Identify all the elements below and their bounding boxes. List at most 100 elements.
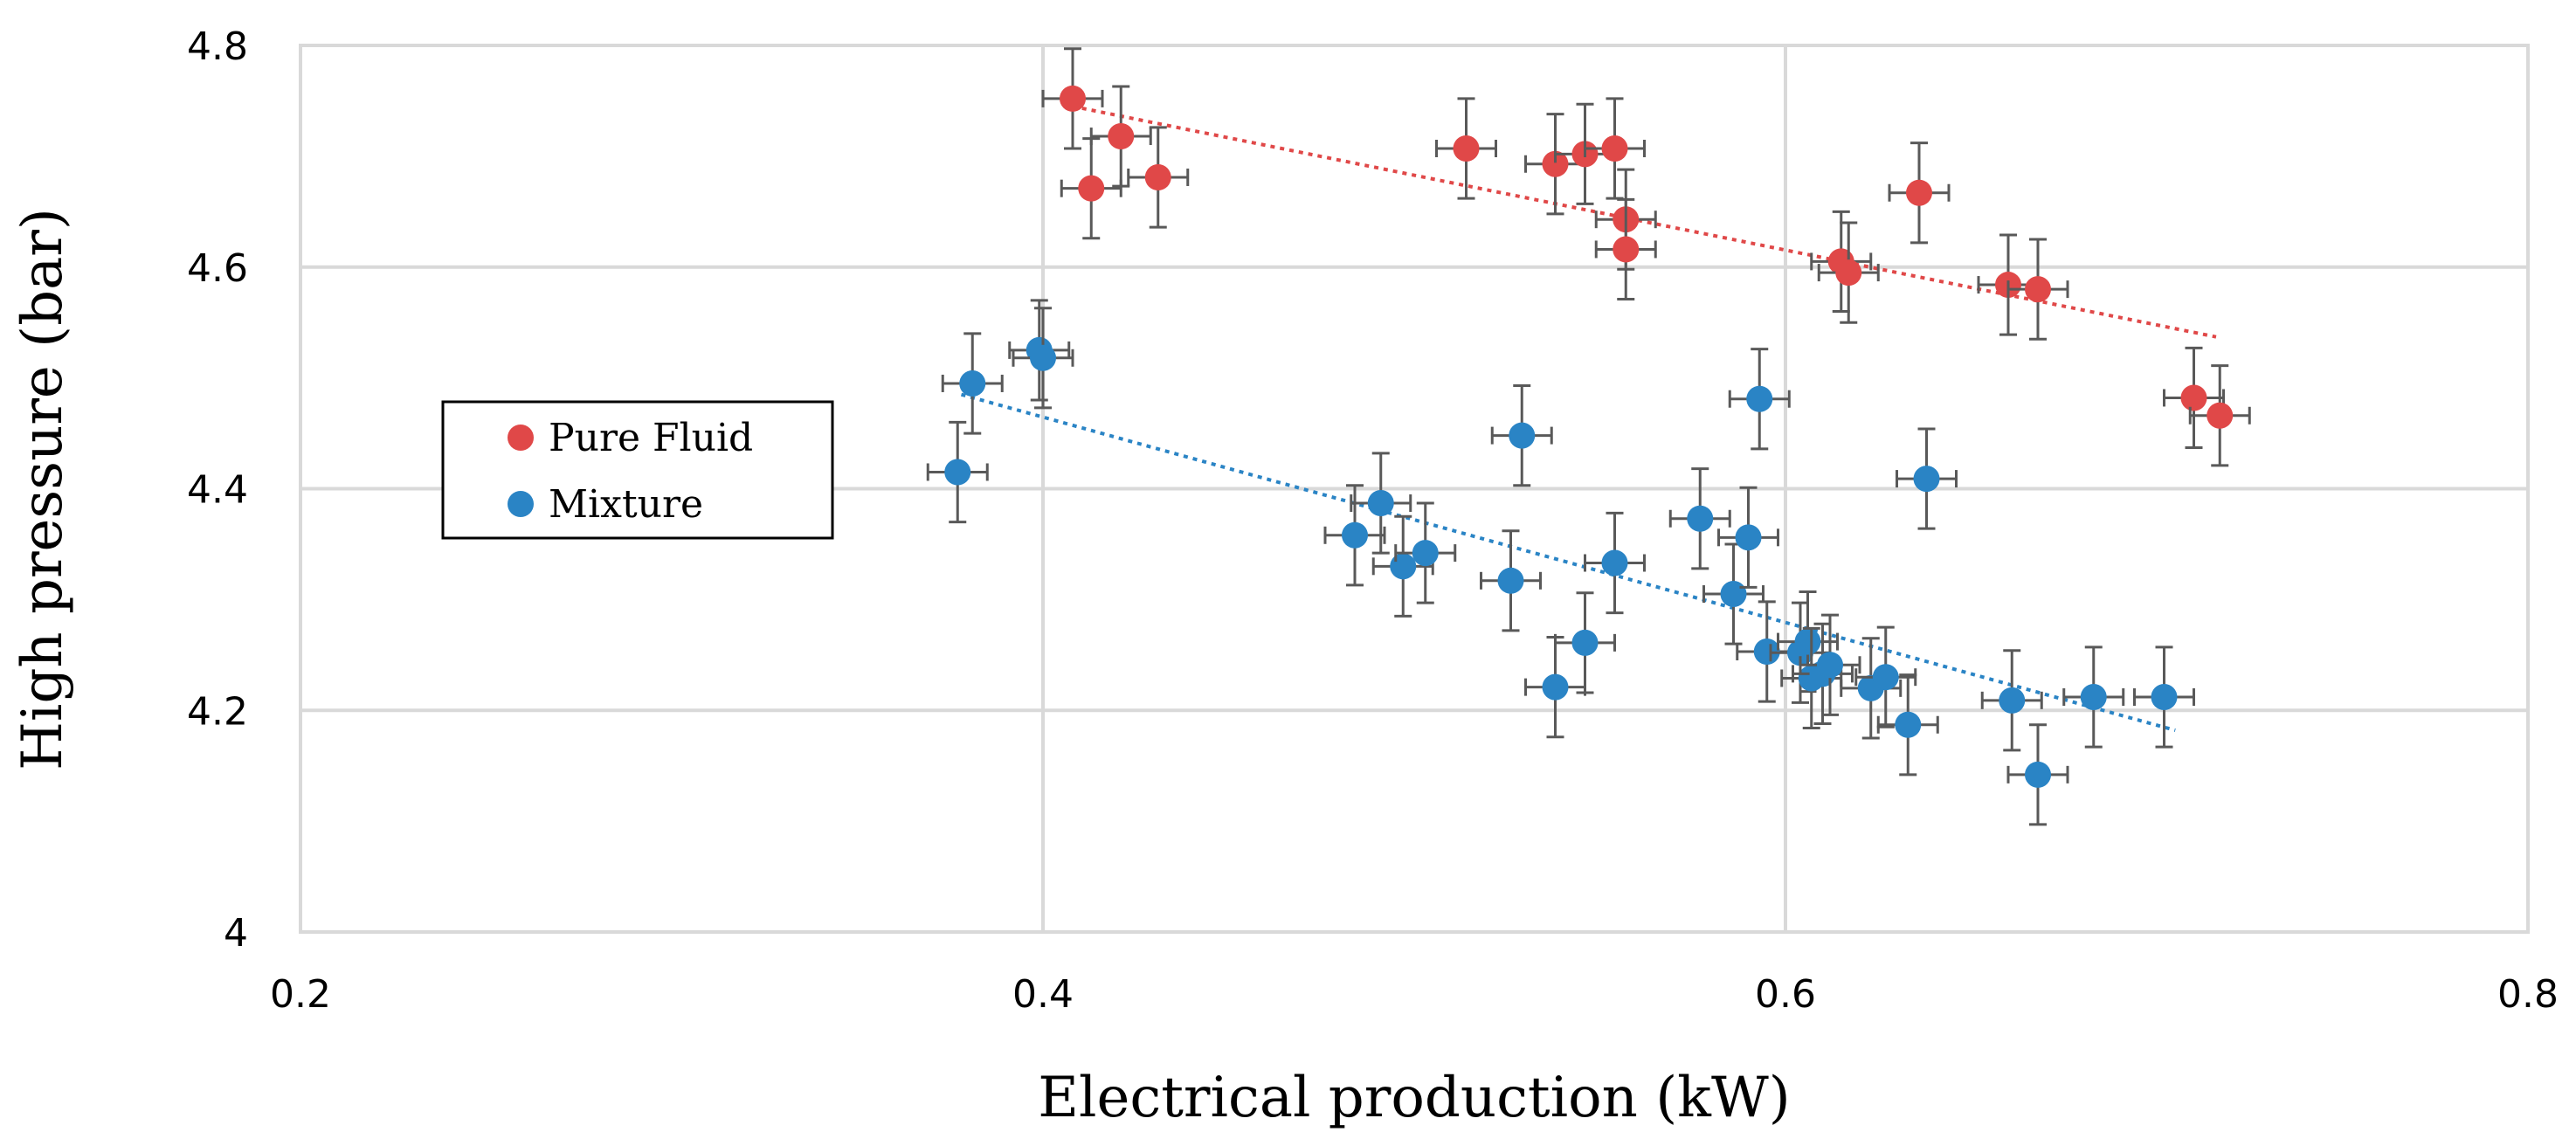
data-marker	[2025, 761, 2051, 788]
legend-box	[441, 400, 834, 540]
x-tick-label: 0.4	[1012, 972, 1074, 1017]
x-axis-title: Electrical production (kW)	[1038, 1066, 1790, 1130]
data-point	[2133, 645, 2195, 749]
data-marker	[2207, 402, 2234, 429]
data-marker	[1030, 344, 1056, 371]
data-marker	[1687, 505, 1714, 532]
data-marker	[1906, 179, 1932, 206]
x-tick-label: 0.6	[1755, 972, 1816, 1017]
data-point	[1394, 501, 1457, 604]
data-marker	[1412, 540, 1439, 567]
data-point	[1041, 47, 1104, 150]
data-marker	[944, 459, 971, 486]
data-marker	[1835, 259, 1862, 286]
data-marker	[1542, 150, 1569, 177]
data-marker	[1753, 639, 1780, 666]
data-point	[2188, 364, 2251, 467]
legend-marker-pure-fluid	[508, 425, 534, 451]
data-point	[1435, 97, 1497, 200]
data-marker	[1078, 175, 1105, 202]
data-point	[1668, 467, 1731, 570]
data-point	[1371, 514, 1434, 618]
data-point	[1350, 452, 1412, 555]
data-point	[2006, 723, 2069, 826]
data-marker	[1720, 581, 1747, 608]
data-point	[1980, 649, 2043, 752]
data-marker	[1601, 549, 1628, 576]
data-marker	[1913, 466, 1940, 493]
data-point	[2006, 238, 2069, 341]
trendline	[1072, 104, 2217, 339]
data-point	[1799, 613, 1861, 716]
data-marker	[2025, 276, 2051, 303]
data-point	[1854, 625, 1917, 728]
data-marker	[1367, 489, 1394, 516]
data-point	[2163, 346, 2225, 450]
y-tick-label: 4.4	[187, 468, 248, 513]
data-marker	[1571, 629, 1599, 656]
y-tick-label: 4.2	[187, 689, 248, 734]
data-point	[1769, 601, 1832, 704]
legend-label-mixture: Mixture	[549, 482, 703, 527]
data-marker	[1817, 652, 1843, 679]
y-tick-label: 4	[224, 911, 248, 956]
data-marker	[1872, 664, 1899, 691]
tick-label-layer: 0.2 0.4 0.6 0.8 4 4.2 4.4 4.6 4.8	[187, 24, 2559, 1017]
data-point	[1728, 348, 1791, 451]
data-marker	[1542, 673, 1569, 701]
data-marker	[1601, 135, 1628, 162]
data-point	[1127, 126, 1190, 229]
data-point	[1012, 307, 1074, 410]
y-tick-label: 4.8	[187, 24, 248, 69]
data-marker	[1613, 236, 1640, 263]
data-marker	[2080, 684, 2107, 711]
data-marker	[1746, 385, 1773, 412]
data-point-layer	[926, 47, 2251, 826]
data-point	[1702, 542, 1765, 645]
data-point	[1888, 142, 1951, 245]
legend: Pure Fluid Mixture	[441, 400, 834, 540]
data-marker	[1509, 422, 1536, 449]
data-point	[1060, 137, 1122, 240]
trendline-layer	[960, 104, 2217, 733]
legend-marker-mixture	[508, 491, 534, 517]
data-point	[1876, 673, 1939, 777]
data-marker	[1794, 628, 1821, 655]
data-point	[1584, 97, 1646, 200]
data-marker	[1735, 524, 1762, 551]
data-point	[1896, 427, 1958, 530]
x-tick-label: 0.2	[270, 972, 331, 1017]
data-point	[2062, 645, 2125, 749]
data-point	[1594, 197, 1657, 301]
data-point	[1717, 486, 1779, 589]
data-point	[1817, 221, 1880, 324]
data-marker	[1342, 521, 1368, 549]
data-point	[1480, 529, 1542, 632]
data-marker	[1144, 163, 1171, 190]
y-tick-label: 4.6	[187, 246, 248, 291]
data-point	[941, 332, 1004, 435]
data-point	[1490, 384, 1553, 487]
data-point	[1584, 511, 1646, 615]
data-point	[1810, 210, 1873, 313]
data-marker	[2180, 384, 2207, 411]
y-axis-title: High pressure (bar)	[10, 208, 75, 770]
data-marker	[1497, 567, 1524, 594]
data-point	[1524, 636, 1586, 739]
data-marker	[1999, 687, 2026, 714]
data-marker	[1453, 135, 1480, 162]
data-point	[926, 420, 989, 524]
x-tick-label: 0.8	[2497, 972, 2559, 1017]
trendline	[960, 392, 2176, 733]
data-marker	[1060, 85, 1086, 112]
data-marker	[1108, 123, 1135, 150]
data-point	[1323, 484, 1386, 587]
data-point	[1089, 85, 1152, 188]
plot-area	[299, 44, 2530, 934]
data-marker	[2151, 684, 2178, 711]
data-marker	[1390, 553, 1417, 580]
data-marker	[1895, 711, 1922, 738]
legend-label-pure-fluid: Pure Fluid	[549, 416, 753, 460]
data-point	[1554, 591, 1616, 694]
